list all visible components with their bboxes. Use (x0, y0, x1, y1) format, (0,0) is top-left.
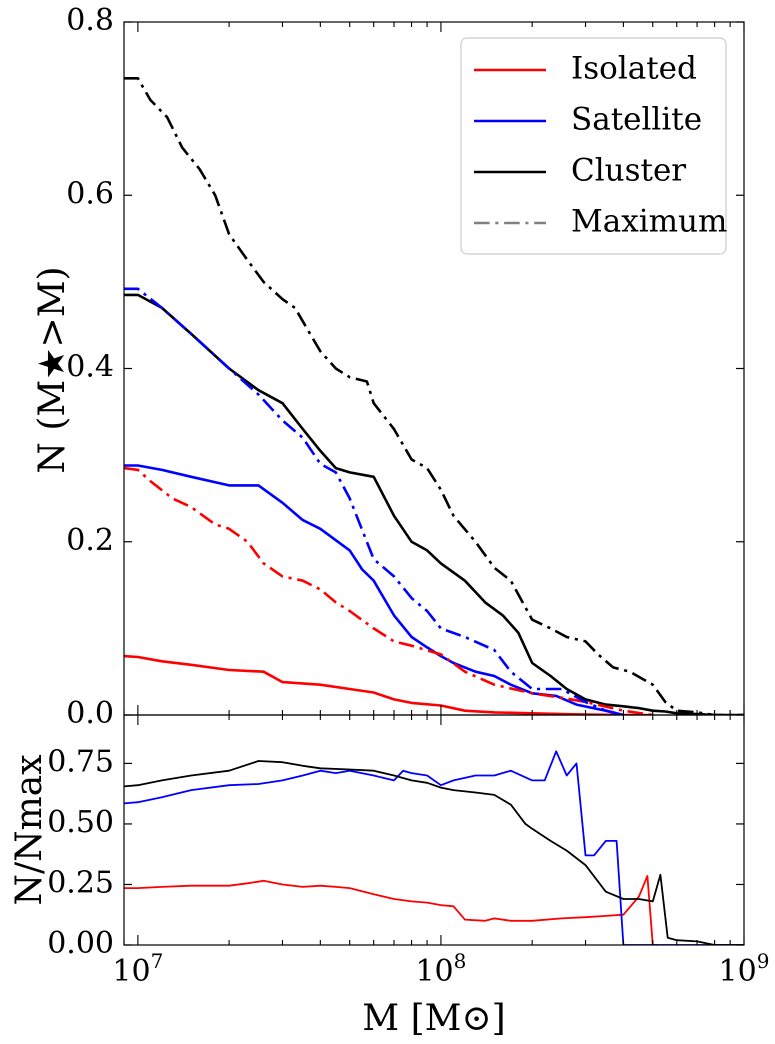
series-line-satellite (124, 464, 624, 715)
bottom-axes-frame (123, 714, 745, 946)
legend-label: Maximum (571, 204, 727, 240)
series-line-satellite-maximum (124, 287, 624, 715)
x-tick-base: 10 (719, 954, 757, 989)
top-plot-area (124, 77, 744, 715)
y-tick-label: 0.2 (66, 523, 114, 558)
bottom-ylabel: N/Nmax (9, 754, 50, 905)
legend: Isolated Satellite Cluster Maximum (460, 37, 727, 255)
legend-box (460, 37, 727, 255)
series-line-isolated-maximum (124, 466, 653, 715)
legend-label: Isolated (571, 51, 697, 87)
xlabel: M [M⊙] (362, 998, 505, 1039)
y-tick-label: 0.75 (47, 744, 114, 779)
x-tick-label: 109 (719, 949, 770, 989)
series-line-cluster (124, 760, 744, 945)
top-ylabel: N (M★>M) (32, 266, 73, 473)
x-tick-exp: 7 (151, 949, 164, 973)
legend-label: Satellite (571, 102, 702, 138)
series-line-cluster (124, 293, 744, 715)
x-tick-base: 10 (415, 954, 453, 989)
x-tick-label: 107 (112, 949, 163, 989)
series-line-isolated (124, 875, 658, 945)
series-line-cluster-maximum (124, 77, 744, 715)
y-tick-label: 0.0 (66, 696, 114, 731)
y-tick-label: 0.25 (47, 865, 114, 900)
series-line-satellite (124, 750, 744, 945)
y-tick-label: 0.8 (66, 3, 114, 38)
y-tick-label: 0.4 (66, 350, 114, 385)
bottom-plot-area (124, 750, 744, 945)
x-tick-exp: 8 (454, 949, 467, 973)
y-tick-label: 0.6 (66, 176, 114, 211)
x-tick-exp: 9 (757, 949, 770, 973)
y-tick-label: 0.00 (47, 926, 114, 961)
x-tick-base: 10 (112, 954, 150, 989)
legend-label: Cluster (571, 153, 686, 189)
top-ticks: 0.0 0.2 0.4 0.6 0.8 (66, 3, 745, 731)
series-line-isolated (124, 654, 653, 715)
x-tick-label: 108 (415, 949, 466, 989)
y-tick-label: 0.50 (47, 805, 114, 840)
top-panel: 0.0 0.2 0.4 0.6 0.8 N (M★>M) Isolated Satelli… (32, 3, 745, 731)
